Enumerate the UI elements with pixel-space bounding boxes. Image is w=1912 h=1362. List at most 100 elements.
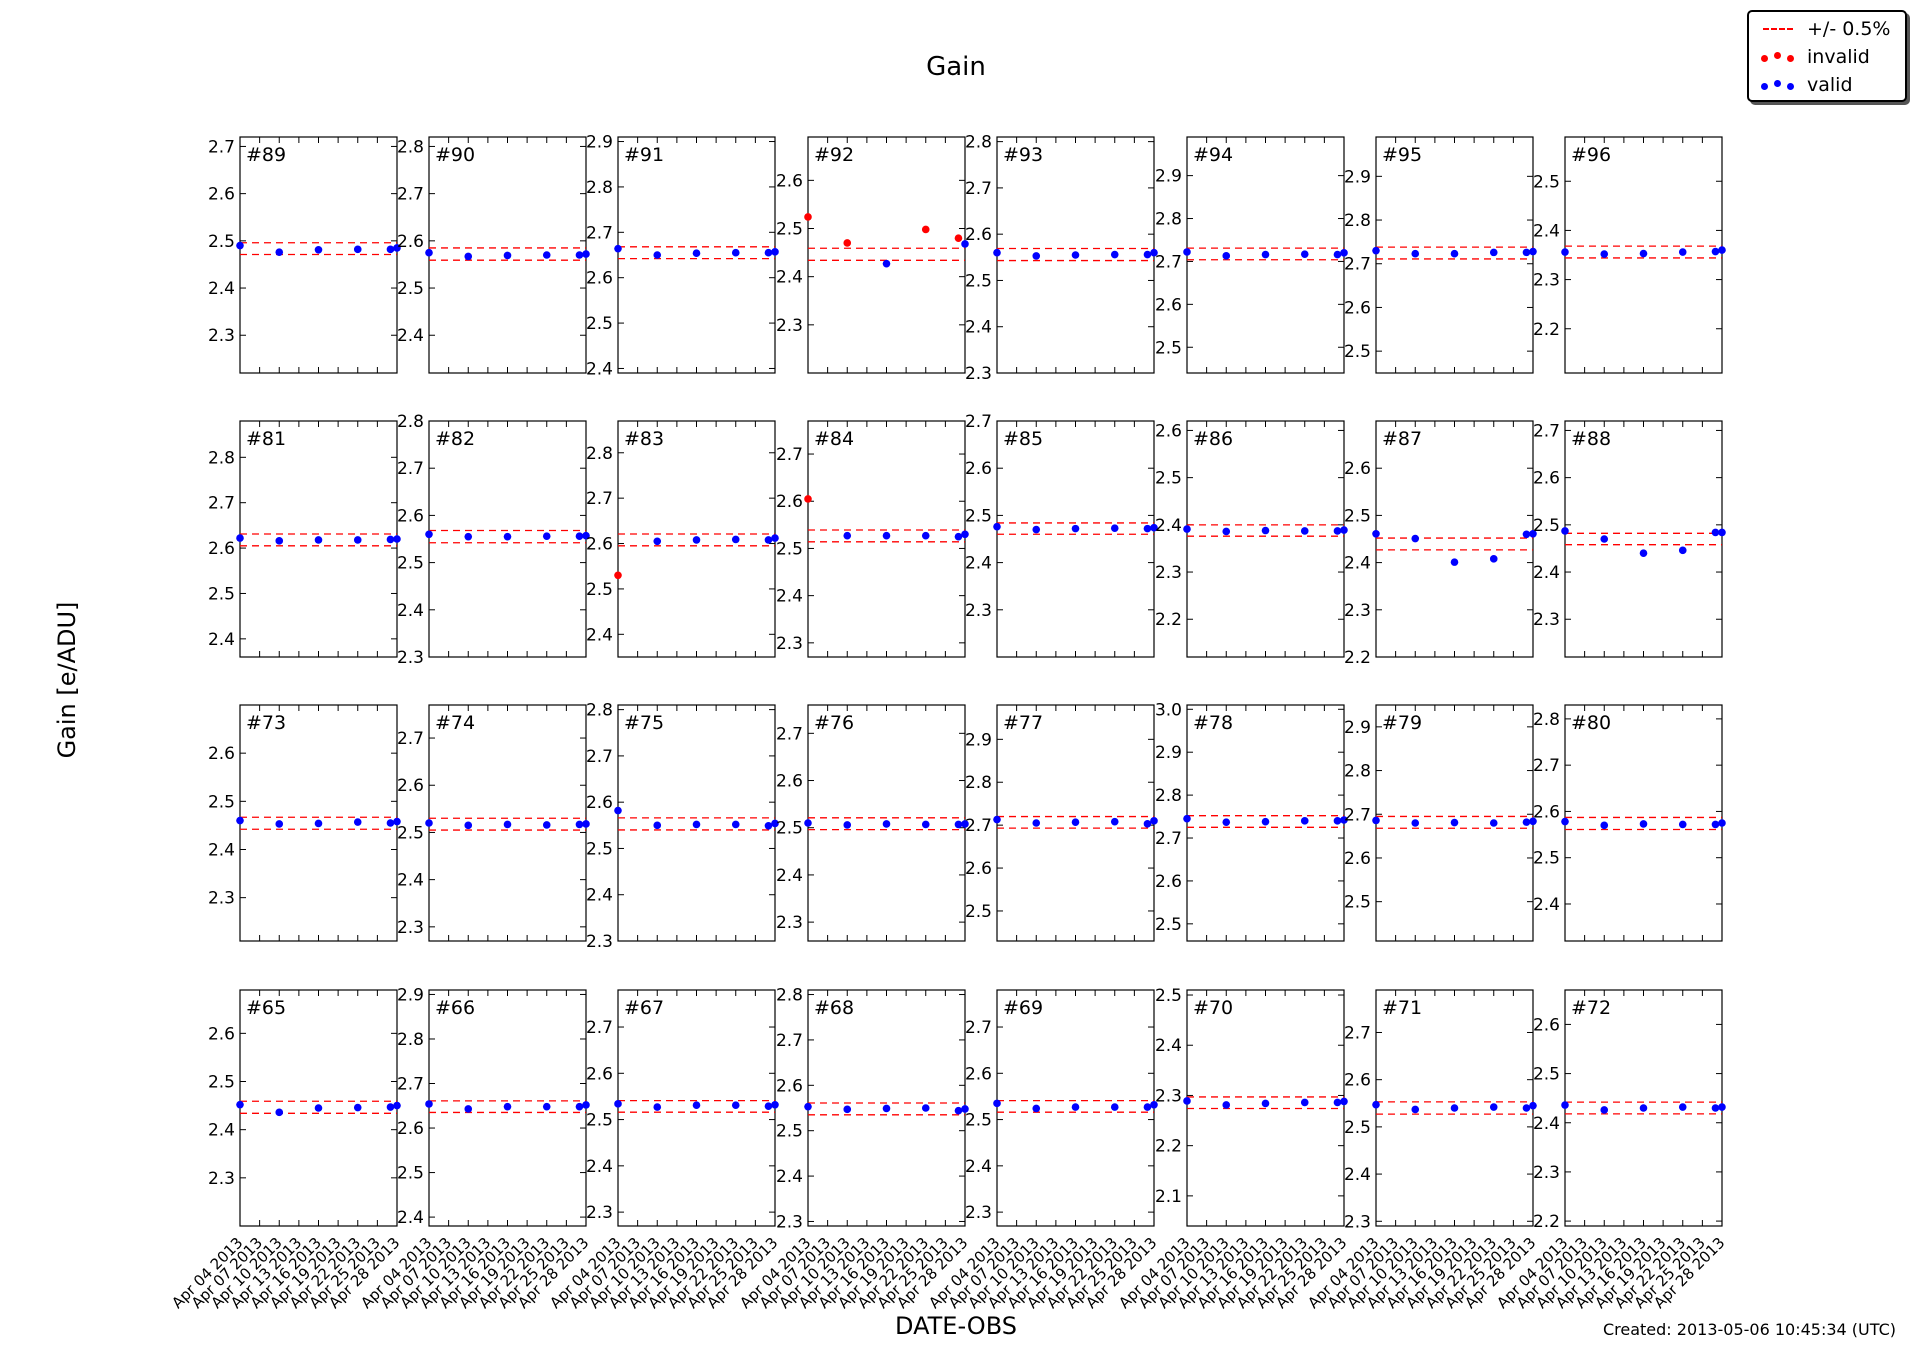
valid-point xyxy=(1110,817,1119,826)
y-tick-label: 2.3 xyxy=(1344,1212,1371,1232)
valid-point xyxy=(1489,555,1498,563)
valid-point xyxy=(1450,558,1459,566)
valid-point xyxy=(1718,246,1726,254)
y-tick-label: 2.4 xyxy=(1344,1165,1371,1185)
y-tick-label: 2.6 xyxy=(776,492,803,512)
y-tick-label: 2.5 xyxy=(776,1122,803,1142)
y-tick-label: 2.3 xyxy=(208,326,235,346)
valid-point xyxy=(1522,1104,1531,1112)
panel-label: #71 xyxy=(1382,997,1422,1019)
panel-label: #82 xyxy=(435,428,475,450)
y-tick-label: 2.7 xyxy=(776,1031,803,1051)
y-tick-label: 2.6 xyxy=(586,1064,613,1084)
valid-point xyxy=(882,820,891,828)
valid-point xyxy=(1372,816,1380,825)
valid-point xyxy=(993,815,1001,824)
y-tick-label: 2.5 xyxy=(1155,338,1182,358)
valid-point xyxy=(1489,248,1498,257)
y-tick-label: 2.7 xyxy=(1344,805,1371,825)
y-tick-label: 2.6 xyxy=(1344,849,1371,869)
y-tick-label: 2.5 xyxy=(1533,1065,1560,1085)
valid-point xyxy=(1300,527,1309,535)
y-tick-label: 2.7 xyxy=(965,179,992,199)
valid-point xyxy=(1261,1099,1270,1108)
y-tick-label: 2.7 xyxy=(1533,756,1560,776)
valid-point xyxy=(921,1104,930,1112)
panel-label: #70 xyxy=(1193,997,1233,1019)
y-tick-label: 2.8 xyxy=(397,137,424,157)
valid-point xyxy=(1600,250,1609,258)
panel-93: 2.3 2.4 2.5 2.6 2.7 2.8 #93 xyxy=(965,133,1158,384)
valid-point xyxy=(1411,534,1420,543)
y-tick-label: 2.3 xyxy=(1533,271,1560,291)
valid-point xyxy=(236,816,244,825)
y-tick-label: 2.8 xyxy=(208,448,235,468)
valid-point xyxy=(843,1105,852,1114)
y-tick-label: 2.7 xyxy=(965,1018,992,1038)
valid-point xyxy=(503,532,512,541)
y-tick-label: 2.3 xyxy=(776,316,803,336)
y-tick-label: 2.7 xyxy=(1344,1023,1371,1043)
y-tick-label: 2.8 xyxy=(1533,710,1560,730)
y-tick-label: 2.5 xyxy=(965,902,992,922)
panel-label: #91 xyxy=(624,144,664,166)
y-tick-label: 2.9 xyxy=(1344,718,1371,738)
y-tick-label: 2.6 xyxy=(965,859,992,879)
y-tick-label: 2.5 xyxy=(586,839,613,859)
valid-point xyxy=(386,1103,395,1111)
valid-point xyxy=(731,820,740,829)
valid-point xyxy=(582,250,590,258)
valid-point xyxy=(575,1102,584,1111)
panel-label: #80 xyxy=(1571,712,1611,734)
valid-point xyxy=(582,820,590,828)
valid-point xyxy=(275,248,284,256)
y-tick-label: 2.3 xyxy=(776,634,803,654)
y-tick-label: 2.4 xyxy=(586,1157,613,1177)
panel-73: 2.3 2.4 2.5 2.6 #73 xyxy=(208,704,401,942)
valid-point xyxy=(1183,1097,1191,1105)
valid-point xyxy=(1222,527,1231,536)
panel-94: 2.5 2.6 2.7 2.8 2.9 #94 xyxy=(1155,136,1348,374)
y-tick-label: 2.3 xyxy=(397,918,424,938)
panel-label: #94 xyxy=(1193,144,1233,166)
y-tick-label: 2.5 xyxy=(397,554,424,574)
y-tick-label: 2.8 xyxy=(586,178,613,198)
y-tick-label: 2.5 xyxy=(1344,342,1371,362)
valid-point xyxy=(314,1104,323,1112)
valid-point xyxy=(771,534,779,542)
panel-label: #78 xyxy=(1193,712,1233,734)
valid-point xyxy=(353,245,362,254)
y-tick-label: 2.8 xyxy=(965,773,992,793)
y-tick-label: 2.4 xyxy=(965,1157,992,1177)
valid-point xyxy=(542,251,551,259)
panel-label: #66 xyxy=(435,997,475,1019)
panel-frame xyxy=(1375,420,1534,658)
valid-point xyxy=(353,536,362,544)
invalid-point xyxy=(954,234,963,242)
valid-point xyxy=(614,244,622,253)
valid-point xyxy=(1561,527,1569,535)
dashed-line-icon xyxy=(1759,16,1801,42)
valid-point xyxy=(1143,250,1152,259)
valid-point xyxy=(1261,526,1270,535)
y-tick-label: 2.9 xyxy=(586,133,613,153)
valid-point xyxy=(764,248,773,257)
valid-point xyxy=(503,1102,512,1111)
panel-label: #87 xyxy=(1382,428,1422,450)
y-tick-label: 2.5 xyxy=(586,580,613,600)
y-tick-label: 2.5 xyxy=(1533,516,1560,536)
panel-label: #67 xyxy=(624,997,664,1019)
y-tick-label: 2.8 xyxy=(1155,210,1182,230)
valid-point xyxy=(1529,817,1537,826)
valid-point xyxy=(464,821,473,830)
y-tick-label: 2.3 xyxy=(208,1169,235,1189)
valid-point xyxy=(1718,528,1726,537)
panel-77: 2.5 2.6 2.7 2.8 2.9 #77 xyxy=(965,704,1158,942)
valid-point xyxy=(764,536,773,544)
y-tick-label: 2.7 xyxy=(965,412,992,432)
valid-point xyxy=(236,1100,244,1109)
y-tick-label: 2.8 xyxy=(586,701,613,721)
valid-point xyxy=(582,1101,590,1109)
y-tick-label: 2.7 xyxy=(586,747,613,767)
